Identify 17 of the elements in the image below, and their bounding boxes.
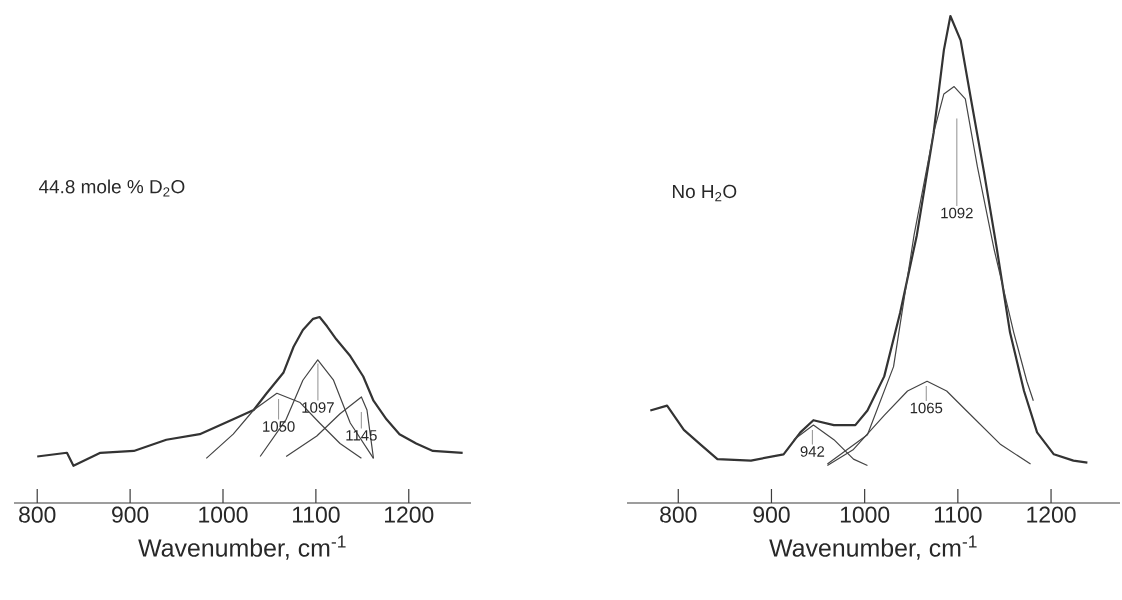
text: No H$_{2}$O xyxy=(672,184,737,202)
annotation: 942 xyxy=(800,446,825,457)
x-tick-label: 1200 xyxy=(385,506,434,523)
annotation: 1065 xyxy=(910,402,943,414)
x-tick-label: 1100 xyxy=(934,506,982,523)
annotation: 1092 xyxy=(941,207,973,219)
x-tick-label: 800 xyxy=(660,506,697,523)
x-tick-label: 1200 xyxy=(1027,506,1076,523)
x-tick-label: 1100 xyxy=(293,506,340,523)
x-tick-label: 900 xyxy=(112,506,149,523)
x-axis-title: Wavenumber, cm$^{-1}$ xyxy=(138,535,346,560)
x-tick-label: 1000 xyxy=(840,506,890,523)
x-axis-title: Wavenumber, cm$^{-1}$ xyxy=(769,535,977,560)
x-tick-label: 800 xyxy=(19,506,56,523)
x-tick-label: 900 xyxy=(753,506,790,523)
chart-title: 44.8 mole % D$_{2}$O xyxy=(38,179,185,197)
x-tick-label: 1000 xyxy=(199,506,248,523)
